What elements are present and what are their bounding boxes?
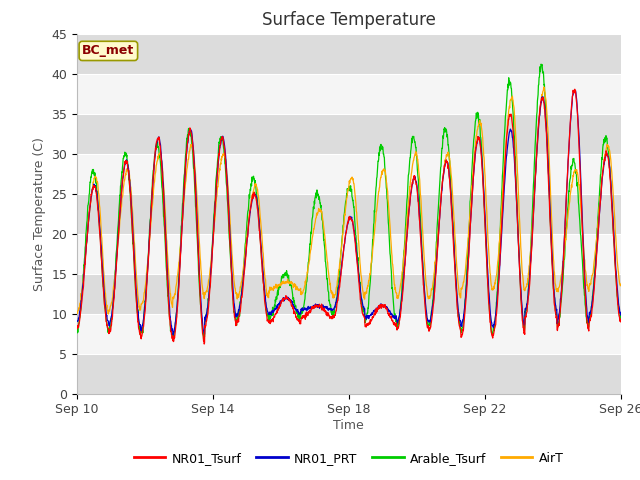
Title: Surface Temperature: Surface Temperature xyxy=(262,11,436,29)
Bar xyxy=(77,234,621,274)
Bar xyxy=(77,34,621,73)
Bar xyxy=(77,193,621,234)
Legend: NR01_Tsurf, NR01_PRT, Arable_Tsurf, AirT: NR01_Tsurf, NR01_PRT, Arable_Tsurf, AirT xyxy=(129,447,568,469)
Bar xyxy=(77,114,621,154)
Y-axis label: Surface Temperature (C): Surface Temperature (C) xyxy=(33,137,45,290)
Bar xyxy=(77,73,621,114)
Bar xyxy=(77,154,621,193)
Bar xyxy=(77,354,621,394)
Bar xyxy=(77,313,621,354)
Text: BC_met: BC_met xyxy=(82,44,134,58)
X-axis label: Time: Time xyxy=(333,419,364,432)
Bar xyxy=(77,274,621,313)
